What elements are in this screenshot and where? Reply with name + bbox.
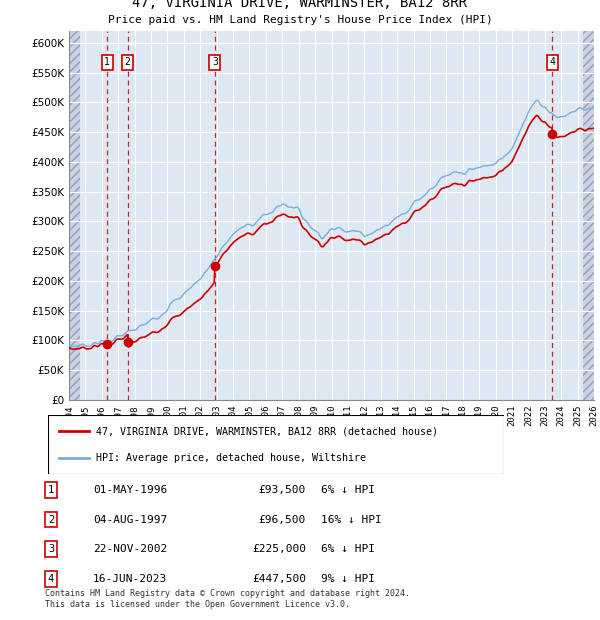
Text: 04-AUG-1997: 04-AUG-1997 — [93, 515, 167, 525]
Text: 4: 4 — [48, 574, 54, 584]
Text: HPI: Average price, detached house, Wiltshire: HPI: Average price, detached house, Wilt… — [96, 453, 366, 463]
Text: 16% ↓ HPI: 16% ↓ HPI — [321, 515, 382, 525]
Text: 6% ↓ HPI: 6% ↓ HPI — [321, 544, 375, 554]
Text: £93,500: £93,500 — [259, 485, 306, 495]
Text: 2: 2 — [125, 58, 131, 68]
Text: 3: 3 — [48, 544, 54, 554]
Text: 47, VIRGINIA DRIVE, WARMINSTER, BA12 8RR: 47, VIRGINIA DRIVE, WARMINSTER, BA12 8RR — [133, 0, 467, 10]
Text: 1: 1 — [104, 58, 110, 68]
Text: 01-MAY-1996: 01-MAY-1996 — [93, 485, 167, 495]
Text: 1: 1 — [48, 485, 54, 495]
Text: 47, VIRGINIA DRIVE, WARMINSTER, BA12 8RR (detached house): 47, VIRGINIA DRIVE, WARMINSTER, BA12 8RR… — [96, 427, 438, 436]
Text: Price paid vs. HM Land Registry's House Price Index (HPI): Price paid vs. HM Land Registry's House … — [107, 15, 493, 25]
Text: 2: 2 — [48, 515, 54, 525]
Text: £447,500: £447,500 — [252, 574, 306, 584]
Text: 9% ↓ HPI: 9% ↓ HPI — [321, 574, 375, 584]
Text: 4: 4 — [549, 58, 555, 68]
Bar — [69, 31, 80, 400]
Text: £225,000: £225,000 — [252, 544, 306, 554]
Text: 16-JUN-2023: 16-JUN-2023 — [93, 574, 167, 584]
FancyBboxPatch shape — [48, 415, 504, 474]
Text: 6% ↓ HPI: 6% ↓ HPI — [321, 485, 375, 495]
Text: £96,500: £96,500 — [259, 515, 306, 525]
Text: Contains HM Land Registry data © Crown copyright and database right 2024.
This d: Contains HM Land Registry data © Crown c… — [45, 590, 410, 609]
Text: 3: 3 — [212, 58, 218, 68]
Text: 22-NOV-2002: 22-NOV-2002 — [93, 544, 167, 554]
Bar — [583, 31, 594, 400]
